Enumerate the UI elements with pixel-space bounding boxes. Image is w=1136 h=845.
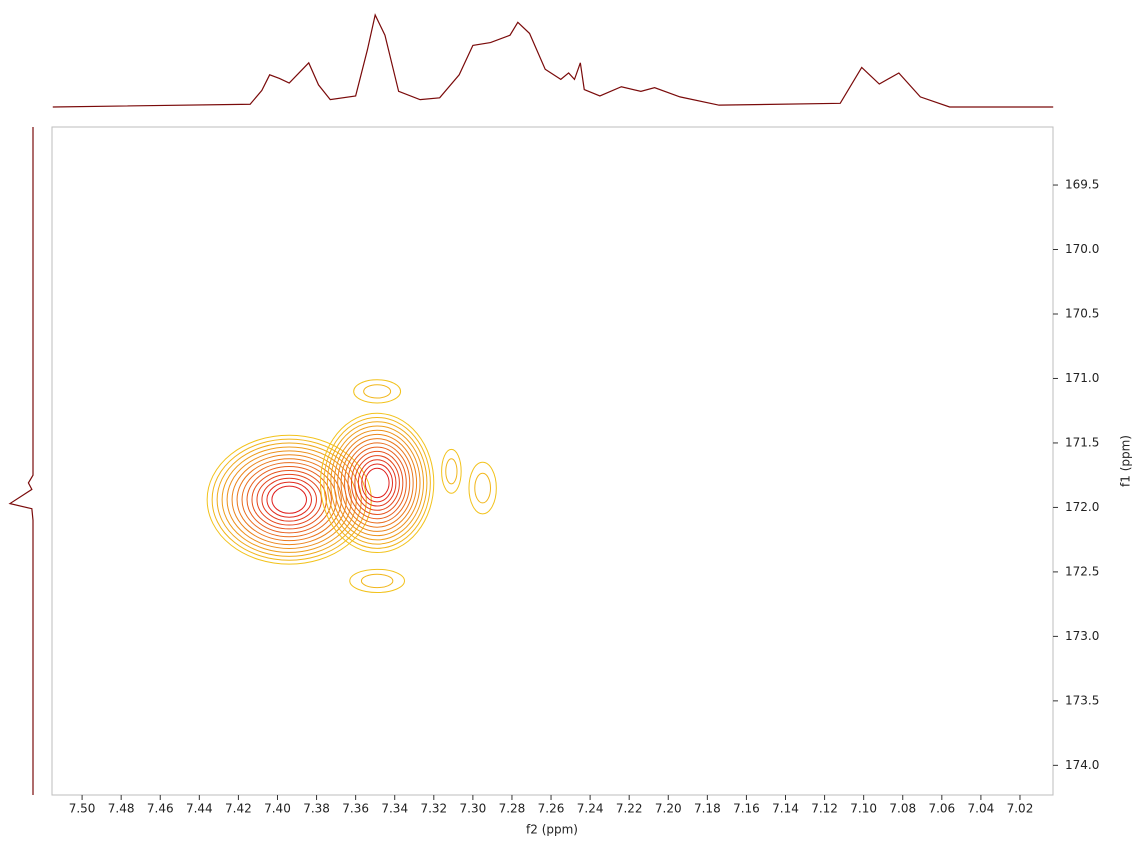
contour <box>221 446 357 553</box>
contour <box>330 425 424 541</box>
contour <box>256 473 322 526</box>
y-tick-label: 173.5 <box>1065 693 1099 707</box>
contour <box>323 417 431 549</box>
plot-frame <box>51 126 1054 796</box>
x-axis-label: f2 (ppm) <box>526 823 578 837</box>
contour <box>350 450 404 516</box>
contour <box>347 446 407 520</box>
contour <box>251 469 327 530</box>
contour <box>211 438 367 561</box>
x-tick-label: 7.26 <box>538 802 565 816</box>
x-tick-label: 7.16 <box>733 802 760 816</box>
x-tick-label: 7.02 <box>1007 802 1034 816</box>
y-tick-label: 169.5 <box>1065 178 1099 192</box>
x-tick-label: 7.50 <box>69 802 96 816</box>
x-tick-label: 7.22 <box>616 802 643 816</box>
x-tick-label: 7.34 <box>381 802 408 816</box>
contour <box>468 461 497 515</box>
x-tick-label: 7.36 <box>342 802 369 816</box>
contour <box>364 467 390 499</box>
x-tick-label: 7.30 <box>460 802 487 816</box>
y-tick-label: 170.0 <box>1065 242 1099 256</box>
f1-projection <box>8 127 34 795</box>
x-tick-label: 7.08 <box>889 802 916 816</box>
x-tick-label: 7.10 <box>850 802 877 816</box>
contour <box>261 477 317 522</box>
contour <box>206 434 372 565</box>
y-tick-label: 174.0 <box>1065 758 1099 772</box>
f2-projection <box>52 13 1054 108</box>
y-axis-label: f1 (ppm) <box>1119 435 1133 487</box>
x-tick-label: 7.14 <box>772 802 799 816</box>
contour <box>337 433 418 532</box>
contour <box>354 455 400 511</box>
x-tick-label: 7.28 <box>499 802 526 816</box>
x-tick-label: 7.06 <box>928 802 955 816</box>
contour <box>333 429 421 537</box>
x-tick-label: 7.12 <box>811 802 838 816</box>
y-tick-label: 171.5 <box>1065 435 1099 449</box>
x-tick-label: 7.18 <box>694 802 721 816</box>
y-tick-label: 172.0 <box>1065 500 1099 514</box>
x-tick-label: 7.32 <box>420 802 447 816</box>
y-tick-label: 172.5 <box>1065 564 1099 578</box>
contour <box>474 472 492 504</box>
x-tick-label: 7.42 <box>225 802 252 816</box>
contour <box>349 568 405 594</box>
contour <box>231 454 347 546</box>
contour <box>340 438 414 528</box>
contour <box>326 421 428 545</box>
contour <box>266 481 312 518</box>
x-tick-label: 7.38 <box>303 802 330 816</box>
x-tick-label: 7.20 <box>655 802 682 816</box>
x-tick-label: 7.44 <box>186 802 213 816</box>
contour <box>441 448 462 494</box>
x-tick-label: 7.48 <box>108 802 135 816</box>
contour <box>271 485 307 514</box>
x-tick-label: 7.24 <box>577 802 604 816</box>
contour <box>353 379 402 404</box>
contour <box>445 458 458 485</box>
contour <box>246 466 332 534</box>
contour <box>344 442 411 524</box>
contour <box>360 573 394 589</box>
contour <box>357 459 397 507</box>
x-tick-label: 7.40 <box>264 802 291 816</box>
contour <box>361 463 394 503</box>
x-tick-label: 7.46 <box>147 802 174 816</box>
y-tick-label: 170.5 <box>1065 306 1099 320</box>
contour <box>319 412 435 554</box>
y-tick-label: 171.0 <box>1065 371 1099 385</box>
y-tick-label: 173.0 <box>1065 629 1099 643</box>
contour <box>363 384 392 399</box>
contour <box>236 458 342 542</box>
contour <box>216 442 362 557</box>
x-tick-label: 7.04 <box>968 802 995 816</box>
